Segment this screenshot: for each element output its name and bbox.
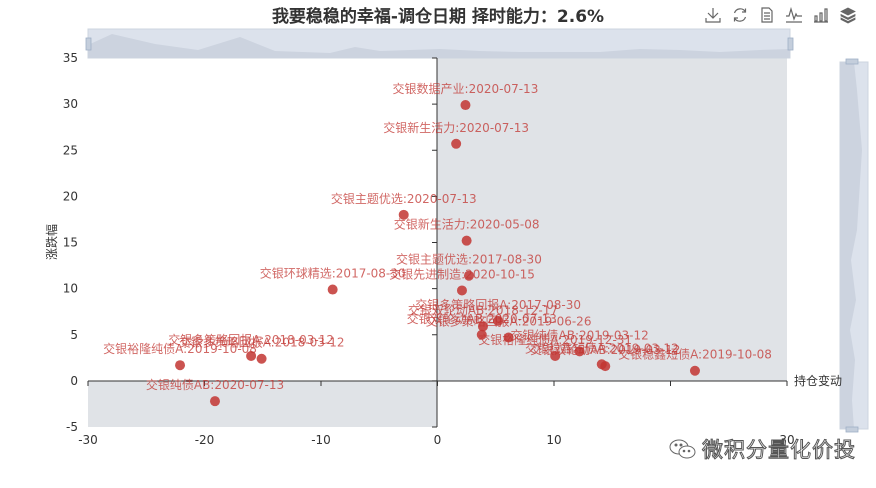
scatter-point[interactable]	[327, 284, 338, 295]
scatter-point[interactable]	[574, 346, 585, 357]
quadrant-negative	[88, 381, 437, 427]
x-slider-handle-left[interactable]	[85, 37, 92, 51]
y-slider-handle-bottom[interactable]	[845, 426, 859, 433]
point-label: 交银多策略回报A:2017-08-30	[415, 297, 581, 312]
x-tick-label: 10	[546, 433, 561, 447]
point-label: 交银多策略回报A:2018-03-12	[179, 335, 345, 350]
y-tick-label: 5	[70, 328, 78, 342]
download-icon	[705, 8, 721, 23]
y-tick-label: -5	[66, 420, 78, 434]
point-label: 交银先进制造:2020-10-15	[389, 266, 535, 281]
scatter-point[interactable]	[550, 350, 561, 361]
y-tick-label: 0	[70, 374, 78, 388]
x-tick-label: 30	[779, 433, 794, 447]
scatter-point[interactable]	[476, 329, 487, 340]
scatter-point[interactable]	[493, 315, 504, 326]
refresh-icon	[733, 8, 747, 22]
scatter-point[interactable]	[246, 350, 257, 361]
point-label: 交银纯债AB:2020-07-13	[146, 377, 284, 392]
point-label: 交银主题优选:2020-07-13	[331, 191, 477, 206]
y-datazoom-slider[interactable]	[839, 58, 869, 433]
x-slider-handle-right[interactable]	[787, 37, 794, 51]
stack-icon	[840, 7, 856, 24]
stack-button[interactable]	[839, 6, 857, 24]
quadrant-positive	[437, 58, 787, 381]
x-tick-label: -20	[195, 433, 215, 447]
scatter-point[interactable]	[456, 285, 467, 296]
y-tick-label: 15	[63, 236, 78, 250]
wechat-icon	[669, 439, 696, 459]
point-label: 交银双轮动AB:2020-07-13	[407, 311, 557, 326]
x-axis-name: 持仓变动	[794, 373, 842, 388]
scatter-point[interactable]	[463, 270, 474, 281]
scatter-point[interactable]	[209, 396, 220, 407]
point-label: 交银新生活力:2020-05-08	[394, 217, 540, 232]
point-label: 交银数据产业:2020-07-13	[393, 81, 539, 96]
scatter-point[interactable]	[689, 365, 700, 376]
restore-button[interactable]	[731, 6, 749, 24]
scatter-point[interactable]	[477, 321, 488, 332]
document-icon	[761, 7, 773, 23]
point-label: 交银环球精选:2017-08-30	[260, 266, 406, 281]
watermark-text: 微积分量化价投	[702, 438, 856, 463]
scatter-point[interactable]	[175, 360, 186, 371]
point-label: 交银新生活力:2020-07-13	[383, 120, 529, 135]
data-view-button[interactable]	[758, 6, 776, 24]
y-tick-label: 25	[63, 143, 78, 157]
y-tick-label: 20	[63, 189, 78, 203]
point-label: 交银双轮动AB:2019-03-12	[530, 342, 680, 357]
scatter-point[interactable]	[460, 100, 471, 111]
point-label: 交银双轮动AB:2018-12-17	[408, 302, 558, 317]
x-axis-ticks: -30 -20 -10 0 10 30	[78, 381, 795, 447]
chart-title: 我要稳稳的幸福-调仓日期 择时能力：2.6%	[271, 7, 605, 27]
data-points: 交银数据产业:2020-07-13 交银新生活力:2020-07-13 交银主题优选…	[103, 81, 772, 407]
point-label: 交银多策略回报A:2019-06-26	[426, 314, 592, 329]
save-as-image-button[interactable]	[704, 6, 722, 24]
scatter-point[interactable]	[451, 138, 462, 149]
watermark: 微积分量化价投	[668, 434, 856, 464]
y-tick-label: 10	[63, 282, 78, 296]
line-chart-icon	[786, 6, 802, 23]
y-tick-label: 30	[63, 97, 78, 111]
y-axis-ticks: -5 0 5 10 15 20 25 30 35	[63, 51, 437, 434]
bar-chart-icon	[814, 8, 828, 23]
scatter-point[interactable]	[461, 235, 472, 246]
point-label: 交银稳鑫短债A:2019-10-08	[618, 347, 772, 362]
scatter-point[interactable]	[503, 332, 514, 343]
point-label: 交银主题优选:2017-08-30	[396, 252, 542, 267]
point-label: 交银纯债AB:2019-03-12	[511, 327, 649, 342]
point-label: 交银多策略回报A:2018-03-12	[168, 332, 334, 347]
scatter-point[interactable]	[600, 361, 611, 372]
x-tick-label: -30	[78, 433, 98, 447]
x-datazoom-slider[interactable]	[85, 28, 794, 59]
bar-chart-button[interactable]	[812, 6, 830, 24]
x-tick-label: 0	[434, 433, 442, 447]
scatter-point[interactable]	[398, 209, 409, 220]
line-chart-button[interactable]	[785, 6, 803, 24]
scatter-point[interactable]	[256, 353, 267, 364]
point-label: 交银裕隆纯债A:2019-12-31	[478, 332, 632, 347]
x-tick-label: -10	[311, 433, 331, 447]
point-label: 交银裕隆纯债A:2019-10-08	[103, 341, 257, 356]
point-label: 交银稳鑫短债A:2019-03-12	[525, 340, 679, 355]
toolbox	[704, 6, 857, 24]
y-tick-label: 35	[63, 51, 78, 65]
y-slider-handle-top[interactable]	[845, 58, 859, 65]
y-axis-name: 涨跌幅	[44, 224, 59, 260]
